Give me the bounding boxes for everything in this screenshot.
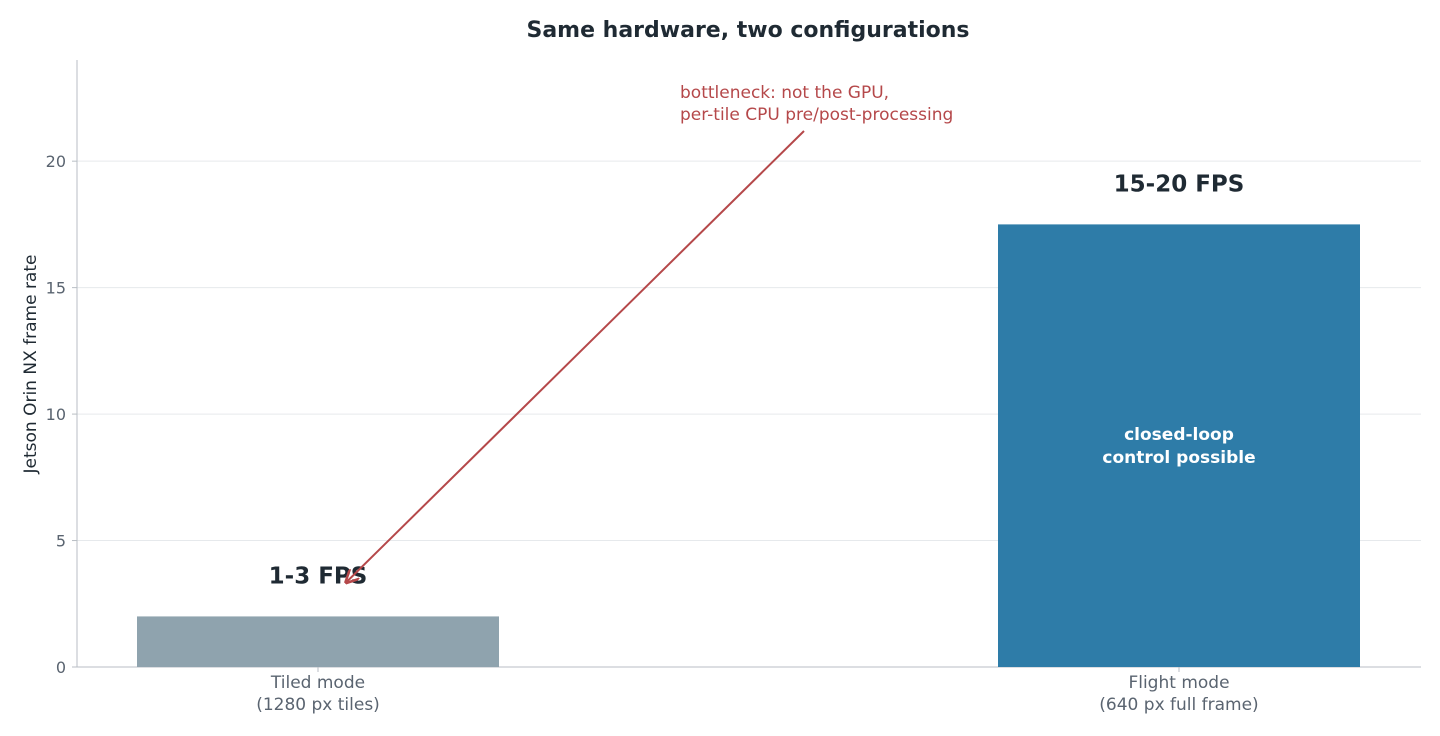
y-tick-label: 20 xyxy=(46,152,66,171)
x-tick-label: (640 px full frame) xyxy=(1099,695,1258,715)
annotation-arrow xyxy=(346,130,805,582)
annotation-text: bottleneck: not the GPU, xyxy=(680,83,889,103)
chart-title: Same hardware, two configurations xyxy=(526,18,969,43)
x-tick-label: (1280 px tiles) xyxy=(256,695,380,715)
annotation: bottleneck: not the GPU,per-tile CPU pre… xyxy=(346,83,953,582)
y-tick-label: 15 xyxy=(46,279,66,298)
bars xyxy=(137,224,1360,668)
bar xyxy=(137,616,499,667)
x-tick-label: Tiled mode xyxy=(270,673,365,693)
data-label: 15-20 FPS xyxy=(1114,171,1245,197)
y-tick-label: 5 xyxy=(56,532,66,551)
annotation-text: per-tile CPU pre/post-processing xyxy=(680,105,953,125)
y-axis-label: Jetson Orin NX frame rate xyxy=(21,255,41,475)
y-tick-label: 0 xyxy=(56,658,66,677)
x-tick-label: Flight mode xyxy=(1128,673,1229,693)
bar-inner-label: closed-loop xyxy=(1124,425,1234,445)
bar xyxy=(998,224,1360,668)
y-tick-label: 10 xyxy=(46,405,66,424)
bar-inner-label: control possible xyxy=(1102,448,1255,468)
